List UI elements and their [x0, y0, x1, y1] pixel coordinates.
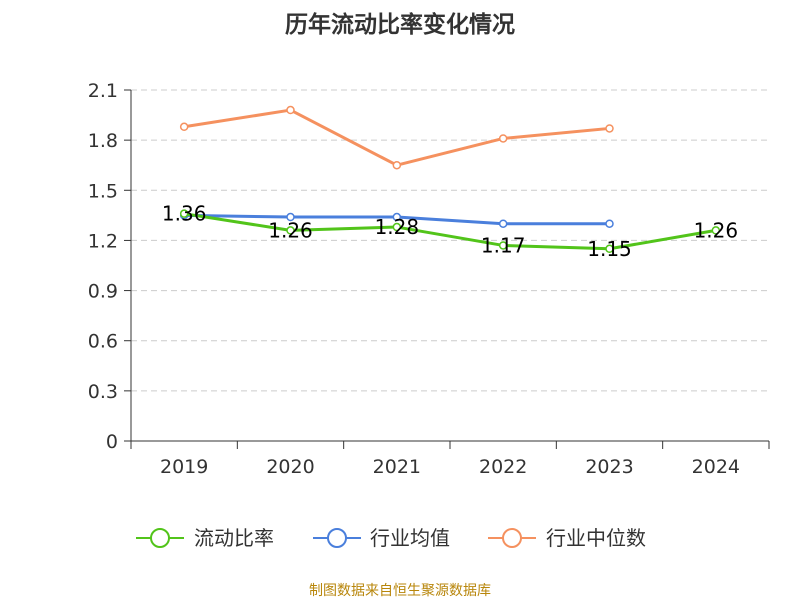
x-tick-label: 2021	[373, 456, 421, 478]
data-point	[498, 134, 508, 143]
data-point	[711, 226, 721, 235]
y-tick-label: 0	[106, 431, 118, 453]
y-tick-label: 0.3	[88, 381, 118, 403]
data-point	[605, 124, 614, 133]
data-point	[286, 212, 295, 222]
y-tick-label: 0.9	[88, 281, 118, 303]
y-tick-label: 1.5	[88, 180, 118, 202]
data-point	[179, 209, 189, 218]
y-tick-label: 1.8	[88, 130, 118, 152]
data-point	[286, 226, 295, 235]
y-tick-label: 0.6	[88, 331, 118, 353]
data-label: 1.26	[694, 218, 739, 242]
data-point	[605, 219, 614, 228]
chart-title: 历年流动比率变化情况	[285, 11, 515, 38]
data-label: 1.36	[162, 202, 207, 226]
data-point	[498, 219, 508, 228]
data-point	[286, 105, 295, 115]
legend-marker	[502, 528, 522, 548]
series-0	[179, 209, 721, 254]
data-point	[392, 160, 402, 170]
x-tick-label: 2024	[692, 456, 740, 478]
series-line	[183, 108, 610, 167]
x-tick-label: 2023	[585, 456, 633, 478]
legend-item-2: 行业中位数	[488, 526, 646, 550]
y-tick-label: 1.2	[88, 230, 118, 252]
y-tick-label: 2.1	[88, 80, 118, 102]
data-point	[392, 212, 402, 222]
data-point	[179, 122, 189, 132]
data-point	[498, 241, 508, 250]
data-labels: 1.36 1.26 1.28 1.17 1.15 1.26	[162, 202, 738, 261]
legend-label: 行业中位数	[546, 526, 646, 550]
source-note: 制图数据来自恒生聚源数据库	[309, 583, 491, 599]
data-label: 1.28	[375, 215, 420, 239]
data-label: 1.26	[268, 218, 313, 242]
legend-label: 行业均值	[370, 526, 450, 550]
series-line	[183, 212, 717, 251]
series-2	[179, 105, 614, 170]
axes: 0 0.3 0.6 0.9 1.2 1.5 1.8 2.1 2019 2020 2021 2022 20…	[88, 80, 770, 478]
legend-item-0: 流动比率	[136, 526, 274, 550]
x-tick-label: 2020	[266, 456, 314, 478]
legend-marker	[327, 528, 347, 548]
legend: 流动比率 行业均值 行业中位数	[136, 526, 646, 550]
legend-marker	[150, 528, 170, 548]
grid	[131, 89, 769, 392]
data-label: 1.17	[481, 233, 526, 257]
legend-label: 流动比率	[194, 526, 274, 550]
x-tick-label: 2019	[160, 456, 208, 478]
data-label: 1.15	[587, 237, 632, 261]
data-point	[605, 244, 614, 254]
series-layer	[179, 105, 721, 254]
data-point	[392, 222, 402, 232]
x-tick-label: 2022	[479, 456, 527, 478]
legend-item-1: 行业均值	[313, 526, 450, 550]
